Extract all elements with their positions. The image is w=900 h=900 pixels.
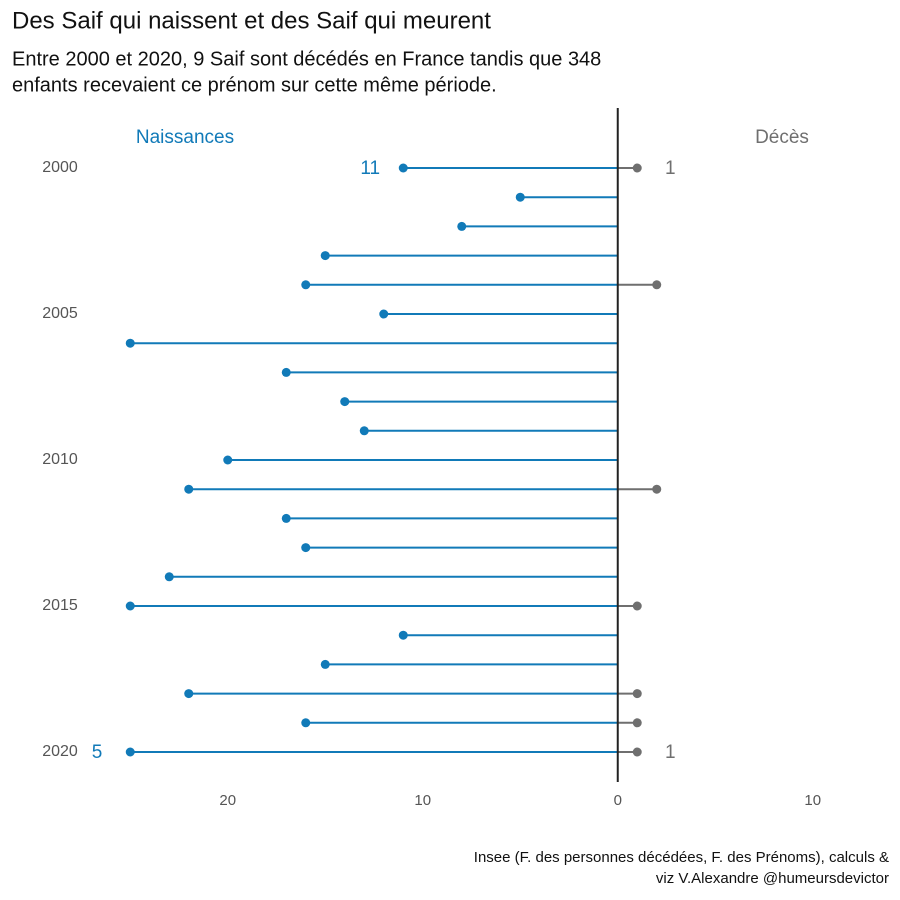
y-tick-label: 2000 bbox=[42, 159, 78, 176]
lollipop-dot bbox=[379, 309, 389, 319]
lollipop-dot bbox=[632, 718, 642, 728]
annotation: 5 bbox=[92, 742, 103, 763]
lollipop-dot bbox=[398, 163, 408, 173]
y-tick-label: 2020 bbox=[42, 743, 78, 760]
lollipop-dot bbox=[301, 718, 311, 728]
lollipop-dot bbox=[632, 163, 642, 173]
x-tick-label: 20 bbox=[219, 792, 236, 809]
caption: Insee (F. des personnes décédées, F. des… bbox=[474, 849, 889, 866]
x-tick-label: 10 bbox=[804, 792, 821, 809]
lollipop-dot bbox=[632, 689, 642, 699]
caption: viz V.Alexandre @humeursdevictor bbox=[656, 870, 889, 887]
lollipop-dot bbox=[223, 455, 233, 465]
lollipop-dot bbox=[652, 280, 662, 290]
lollipop-dot bbox=[301, 280, 311, 290]
lollipop-dot bbox=[125, 747, 135, 757]
lollipop-dot bbox=[184, 689, 194, 699]
lollipop-dot bbox=[164, 572, 174, 582]
value-label: 1 bbox=[665, 158, 676, 179]
lollipop-dot bbox=[398, 630, 408, 640]
lollipop-dot bbox=[632, 747, 642, 757]
x-tick-label: 10 bbox=[414, 792, 431, 809]
lollipop-dot bbox=[340, 397, 350, 407]
subtitle: enfants recevaient ce prénom sur cette m… bbox=[12, 74, 497, 96]
lollipop-dot bbox=[281, 513, 291, 523]
lollipop-dot bbox=[320, 659, 330, 669]
legend-label: Décès bbox=[755, 127, 809, 148]
lollipop-dot bbox=[359, 426, 369, 436]
legend-label: Naissances bbox=[136, 127, 234, 148]
lollipop-dot bbox=[320, 251, 330, 261]
lollipop-dot bbox=[125, 338, 135, 348]
lollipop-dot bbox=[281, 367, 291, 377]
lollipop-dot bbox=[652, 484, 662, 494]
lollipop-dot bbox=[301, 543, 311, 553]
chart-title: Des Saif qui naissent et des Saif qui me… bbox=[12, 7, 491, 34]
lollipop-dot bbox=[515, 192, 525, 202]
subtitle: Entre 2000 et 2020, 9 Saif sont décédés … bbox=[12, 48, 601, 70]
x-tick-label: 0 bbox=[614, 792, 622, 809]
y-tick-label: 2010 bbox=[42, 451, 78, 468]
value-label: 1 bbox=[665, 742, 676, 763]
y-tick-label: 2015 bbox=[42, 597, 78, 614]
y-tick-label: 2005 bbox=[42, 305, 78, 322]
lollipop-dot bbox=[184, 484, 194, 494]
lollipop-dot bbox=[457, 221, 467, 231]
lollipop-dot bbox=[125, 601, 135, 611]
value-label: 11 bbox=[360, 158, 380, 179]
lollipop-dot bbox=[632, 601, 642, 611]
